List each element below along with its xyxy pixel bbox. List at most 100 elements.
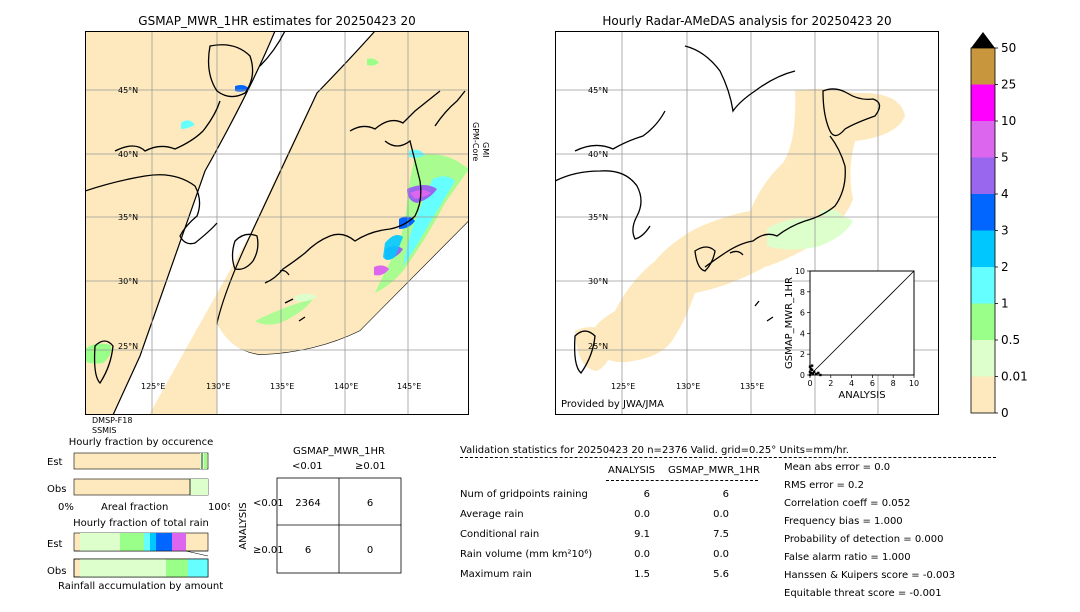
right-lon-label: 130°E	[676, 382, 700, 391]
right-lon-label: 135°E	[740, 382, 764, 391]
left-map-data-gap	[113, 31, 360, 415]
validation-row: Maximum rain 1.5 5.6	[460, 569, 729, 580]
scatter-point	[815, 372, 818, 376]
validation-divider	[460, 457, 996, 458]
scatter-ytick-label: 8	[800, 288, 805, 297]
left-map: 45°N 40°N 35°N 30°N 25°N 125°E 130°E 135…	[85, 31, 469, 415]
right-map-title: Hourly Radar-AMeDAS analysis for 2025042…	[602, 14, 892, 28]
scatter-ytick-label: 10	[795, 267, 805, 276]
scatter-point	[812, 370, 816, 374]
right-lat-label: 45°N	[588, 86, 608, 95]
left-map-coastlines	[85, 31, 466, 385]
occurrence-axis-right: 100%	[208, 502, 230, 513]
colorbar-segment	[971, 194, 995, 231]
radar-credit: Provided by JWA/JMA	[561, 399, 664, 410]
contingency-row-header: ≥0.01	[253, 545, 284, 556]
contingency-col-header: <0.01	[292, 461, 323, 472]
occurrence-bar-obs	[73, 478, 209, 496]
colorbar-label: 10	[1001, 114, 1016, 128]
colorbar-label: 0	[1001, 406, 1009, 420]
contingency-cell: 6	[305, 545, 311, 556]
total-rain-row-label: Est	[47, 539, 63, 550]
colorbar-segment	[971, 267, 995, 304]
contingency-cell: 2364	[295, 498, 320, 509]
occurrence-row-label: Est	[47, 457, 63, 468]
occurrence-row-label: Obs	[47, 484, 66, 495]
colorbar-extend-arrow	[971, 32, 995, 48]
left-lon-label: 130°E	[206, 382, 230, 391]
colorbar-label: 2	[1001, 260, 1009, 274]
scatter-xtick-label: 10	[909, 379, 919, 388]
left-lat-label: 35°N	[118, 213, 138, 222]
contingency-row-axis: ANALYSIS	[238, 502, 249, 549]
right-lat-label: 30°N	[588, 277, 608, 286]
colorbar-segment	[971, 303, 995, 340]
scatter-point	[808, 373, 812, 377]
validation-row: Rain volume (mm km²10⁶) 0.0 0.0	[460, 549, 729, 560]
contingency-row-header: <0.01	[253, 498, 284, 509]
total-rain-row-label: Obs	[47, 566, 66, 577]
swath-label: GPM-Core	[471, 122, 480, 162]
occurrence-chart: Est Obs 0% Areal fraction 100%	[47, 452, 230, 513]
right-lat-label: 40°N	[588, 150, 608, 159]
scatter-xtick-label: 2	[828, 379, 833, 388]
occurrence-bar-est	[73, 452, 209, 470]
colorbar-segment	[971, 84, 995, 121]
swath-label: GMI	[481, 142, 490, 158]
validation-row: Conditional rain 9.1 7.5	[460, 529, 729, 540]
colorbar-label: 0.5	[1001, 333, 1020, 347]
colorbar-segment	[971, 376, 995, 413]
scatter-point	[810, 364, 814, 367]
right-lon-label: 125°E	[611, 382, 635, 391]
validation-col-gsmap: GSMAP_MWR_1HR	[668, 465, 760, 476]
colorbar-label: 3	[1001, 224, 1009, 238]
colorbar: 50 25 10 5 4 3 2 1 0.5 0.01 0	[970, 32, 1028, 420]
contingency-title: GSMAP_MWR_1HR	[293, 446, 385, 457]
total-rain-footer: Rainfall accumulation by amount	[58, 581, 223, 592]
score-line: Correlation coeff = 0.052	[784, 498, 911, 509]
left-lon-label: 145°E	[397, 382, 421, 391]
colorbar-label: 5	[1001, 151, 1009, 165]
contingency-cell: 6	[367, 498, 373, 509]
score-line: Hanssen & Kuipers score = -0.003	[784, 570, 956, 581]
left-map-rain-patches	[85, 58, 469, 364]
scatter-ytick-label: 4	[800, 329, 805, 338]
left-lon-label: 140°E	[334, 382, 358, 391]
score-line: Equitable threat score = -0.001	[784, 588, 942, 599]
scatter-xtick-label: 8	[891, 379, 896, 388]
contingency-col-header: ≥0.01	[355, 461, 386, 472]
scatter-point	[811, 372, 815, 376]
scatter-chart: 0 2 4 6 8 10 0 2 4 6 8 10 ANALYSIS GSMAP_MWR_1HR	[784, 267, 919, 401]
validation-row: Num of gridpoints raining 6 6	[460, 489, 729, 500]
score-line: Mean abs error = 0.0	[784, 462, 891, 473]
occurrence-axis-mid: Areal fraction	[101, 502, 168, 513]
scatter-point	[809, 371, 813, 375]
scatter-point	[817, 371, 820, 375]
validation-table: Num of gridpoints raining 6 6 Average ra…	[460, 489, 760, 589]
validation-scores: Mean abs error = 0.0 RMS error = 0.2 Cor…	[784, 462, 1004, 606]
left-lat-label: 25°N	[118, 342, 138, 351]
colorbar-segment	[971, 48, 995, 85]
scatter-xlabel: ANALYSIS	[838, 390, 885, 401]
validation-row: Average rain 0.0 0.0	[460, 509, 729, 520]
scatter-xtick-label: 0	[807, 379, 812, 388]
scatter-diagonal	[809, 270, 915, 376]
scatter-point	[819, 373, 822, 377]
left-lon-label: 135°E	[270, 382, 294, 391]
score-line: Frequency bias = 1.000	[784, 516, 903, 527]
right-map-coastlines	[555, 45, 881, 374]
score-line: False alarm ratio = 1.000	[784, 552, 911, 563]
sensor-label: DMSP-F18	[92, 416, 133, 425]
right-lat-label: 35°N	[588, 213, 608, 222]
scatter-ylabel: GSMAP_MWR_1HR	[784, 277, 795, 369]
colorbar-label: 0.01	[1001, 370, 1028, 384]
left-lat-label: 30°N	[118, 277, 138, 286]
score-line: Probability of detection = 0.000	[784, 534, 944, 545]
radar-coverage	[590, 88, 905, 363]
scatter-point	[808, 365, 812, 368]
colorbar-label: 50	[1001, 41, 1016, 55]
left-map-title: GSMAP_MWR_1HR estimates for 20250423 20	[138, 14, 416, 28]
scatter-xtick-label: 4	[849, 379, 854, 388]
left-lon-label: 125°E	[141, 382, 165, 391]
left-map-swath	[216, 31, 469, 356]
